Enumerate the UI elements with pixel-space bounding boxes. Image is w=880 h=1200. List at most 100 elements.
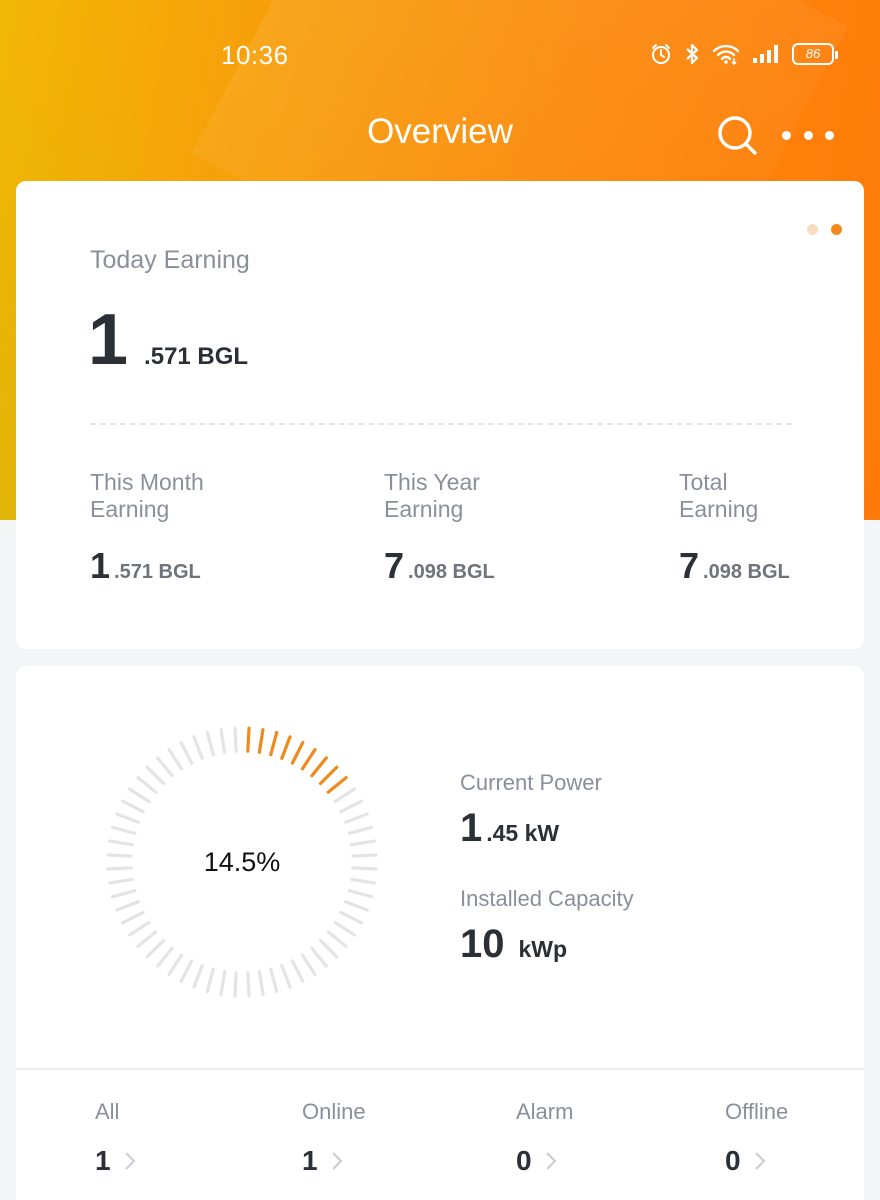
gauge-tick-active <box>310 756 328 778</box>
gauge-tick <box>347 889 374 899</box>
signal-icon <box>752 44 780 64</box>
status-label: Offline <box>725 1099 789 1124</box>
gauge-tick <box>110 825 137 835</box>
gauge-tick <box>333 920 356 937</box>
gauge-tick <box>110 889 137 899</box>
search-icon <box>718 116 757 155</box>
today-earning-label: Today Earning <box>90 246 250 274</box>
search-button[interactable] <box>714 112 762 160</box>
gauge-tick <box>192 735 204 760</box>
more-icon-dot <box>782 130 791 140</box>
gauge-tick <box>333 787 356 804</box>
status-label: Online <box>302 1099 366 1124</box>
gauge-tick-active <box>269 730 279 757</box>
gauge-tick <box>280 964 292 989</box>
gauge-tick <box>179 741 194 765</box>
gauge-tick <box>121 910 145 925</box>
gauge-tick <box>108 877 134 885</box>
page-dot <box>807 224 818 235</box>
gauge-tick-active <box>257 728 265 754</box>
stat-label: This Month Earning <box>90 469 204 522</box>
gauge-tick <box>300 953 317 976</box>
status-number: 1 <box>95 1145 111 1176</box>
stat-label: This Year Earning <box>384 469 480 522</box>
gauge-tick <box>344 812 369 824</box>
installed-capacity-label: Installed Capacity <box>460 886 634 911</box>
gauge-tick <box>269 967 279 994</box>
gauge-tick <box>115 900 140 912</box>
earnings-card[interactable]: Today Earning 1 .571 BGL This Month Earn… <box>16 181 864 649</box>
current-power-label: Current Power <box>460 770 602 795</box>
alarm-icon <box>650 43 672 65</box>
bluetooth-icon <box>684 42 700 66</box>
installed-capacity-unit: kWp <box>518 936 568 962</box>
gauge-tick <box>344 900 369 912</box>
gauge-tick <box>350 839 376 847</box>
dashed-divider <box>90 423 792 425</box>
gauge-tick <box>106 866 133 871</box>
stat-value: 7 .098 BGL <box>679 545 790 587</box>
gauge-tick <box>167 953 184 976</box>
status-number: 0 <box>516 1145 532 1176</box>
gauge-tick-active <box>318 765 339 786</box>
gauge-tick-active <box>326 776 348 794</box>
status-count: 1 <box>95 1145 137 1177</box>
stat-decimal: .098 BGL <box>408 561 495 583</box>
status-count: 1 <box>302 1145 366 1177</box>
gauge-tick <box>246 971 251 998</box>
today-earning-integer: 1 <box>88 300 129 380</box>
gauge-tick <box>192 964 204 989</box>
chevron-right-icon <box>754 1152 765 1170</box>
gauge-tick <box>121 799 145 814</box>
gauge-tick <box>350 877 376 885</box>
gauge-tick <box>136 776 158 794</box>
status-count: 0 <box>725 1145 788 1177</box>
status-alarm[interactable]: Alarm 0 <box>516 1098 573 1177</box>
card-divider <box>16 1068 864 1070</box>
page-indicator <box>807 224 842 235</box>
gauge-tick <box>310 946 328 968</box>
gauge-tick <box>128 920 151 937</box>
gauge-tick <box>351 853 378 858</box>
gauge-tick <box>351 866 378 871</box>
total-earning: Total Earning 7 .098 BGL <box>679 469 790 587</box>
stat-value: 7 .098 BGL <box>384 545 534 587</box>
gauge-tick <box>136 930 158 948</box>
stat-integer: 1 <box>90 545 111 586</box>
gauge-tick <box>145 938 166 959</box>
status-label: All <box>95 1099 120 1124</box>
today-earning-value: 1 .571 BGL <box>88 299 248 381</box>
more-options-button[interactable] <box>782 120 834 150</box>
gauge-tick <box>167 748 184 771</box>
stat-integer: 7 <box>679 545 700 586</box>
gauge-tick-active <box>280 735 292 760</box>
gauge-tick <box>339 910 363 925</box>
gauge-tick <box>233 971 238 998</box>
power-gauge <box>106 726 378 998</box>
status-count: 0 <box>516 1145 573 1177</box>
status-time: 10:36 <box>221 40 289 70</box>
gauge-tick <box>156 756 174 778</box>
status-offline[interactable]: Offline 0 <box>725 1098 788 1177</box>
stat-integer: 7 <box>384 545 405 586</box>
power-percent: 14.5% <box>203 846 281 877</box>
current-power-value: 1 .45 kW <box>460 806 559 851</box>
gauge-tick <box>179 959 194 983</box>
gauge-tick <box>257 970 265 996</box>
gauge-tick <box>290 959 305 983</box>
gauge-tick-active <box>300 748 317 771</box>
this-year-earning: This Year Earning 7 .098 BGL <box>384 469 534 587</box>
gauge-tick <box>339 799 363 814</box>
more-icon-dot <box>803 130 813 140</box>
today-earning-decimal: .571 BGL <box>144 343 249 370</box>
gauge-tick <box>326 930 348 948</box>
current-power-decimal: .45 kW <box>486 820 560 846</box>
status-bar: 10:36 86 <box>0 0 880 110</box>
status-all[interactable]: All 1 <box>95 1098 137 1177</box>
battery-icon: 86 <box>792 43 838 65</box>
gauge-tick-active <box>246 726 251 753</box>
more-icon-dot <box>825 130 834 140</box>
status-online[interactable]: Online 1 <box>302 1098 366 1177</box>
power-card: 14.5% Current Power 1 .45 kW Installed C… <box>16 666 864 1200</box>
gauge-tick <box>115 812 140 824</box>
